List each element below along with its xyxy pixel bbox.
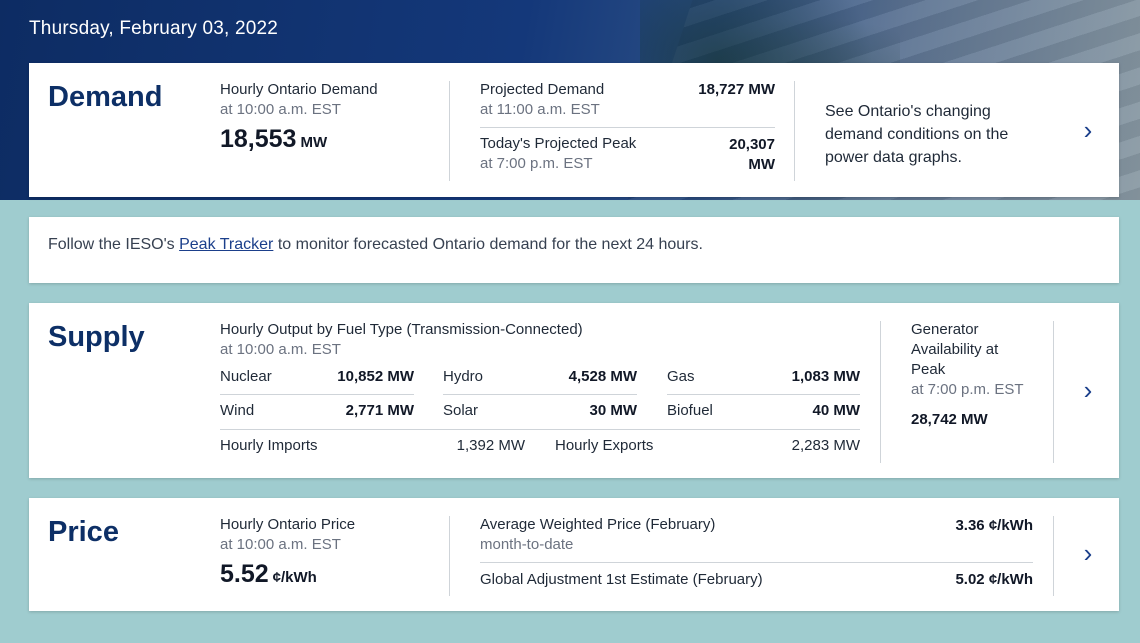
generator-availability-label: Generator Availability at Peak <box>911 320 998 380</box>
demand-divider-1 <box>449 81 450 181</box>
supply-title: Supply <box>48 321 145 353</box>
fuel-value-nuclear: 10,852 MW <box>337 368 414 385</box>
price-divider-2 <box>1053 516 1054 596</box>
avg-weighted-price-sub: month-to-date <box>480 536 574 553</box>
supply-divider-1 <box>880 321 881 463</box>
projected-peak-unit: MW <box>748 156 775 173</box>
global-adjustment-label: Global Adjustment 1st Estimate (February… <box>480 571 763 588</box>
generator-availability-line-1: Generator <box>911 321 979 338</box>
hourly-demand-unit: MW <box>300 134 328 151</box>
global-adjustment-value: 5.02 ¢/kWh <box>955 571 1033 588</box>
projected-demand-label: Projected Demand <box>480 81 605 98</box>
hourly-exports-value: 2,283 MW <box>791 437 860 454</box>
fuel-name-biofuel: Biofuel <box>667 402 713 419</box>
generator-availability-value: 28,742 MW <box>911 411 988 428</box>
fuel-row-divider-3 <box>667 394 860 395</box>
fuel-value-wind: 2,771 MW <box>345 402 414 419</box>
demand-row-divider <box>480 127 775 128</box>
current-date: Thursday, February 03, 2022 <box>29 18 279 39</box>
hourly-price-label: Hourly Ontario Price <box>220 516 356 533</box>
demand-card: Demand Hourly Ontario Demand at 10:00 a.… <box>29 63 1119 197</box>
supply-chevron-right-icon[interactable]: › <box>1083 375 1093 405</box>
avg-weighted-price-label: Average Weighted Price (February) <box>480 516 716 533</box>
projected-peak-label: Today's Projected Peak <box>480 135 637 152</box>
avg-weighted-price-value: 3.36 ¢/kWh <box>955 517 1033 534</box>
fuel-name-hydro: Hydro <box>443 368 484 385</box>
projected-demand-value: 18,727 MW <box>698 81 775 98</box>
notice-prefix: Follow the IESO's <box>48 236 175 253</box>
price-row-divider <box>480 562 1033 563</box>
demand-chevron-right-icon[interactable]: › <box>1083 115 1093 145</box>
hourly-demand-label: Hourly Ontario Demand <box>220 81 378 98</box>
supply-card: Supply Hourly Output by Fuel Type (Trans… <box>29 303 1119 478</box>
demand-graphs-text: See Ontario's changing demand conditions… <box>825 103 1009 166</box>
projected-peak-value: 20,307 MW <box>649 135 775 175</box>
notice-text: Follow the IESO's Peak Tracker to monito… <box>48 236 703 254</box>
fuel-name-nuclear: Nuclear <box>220 368 272 385</box>
fuel-name-wind: Wind <box>220 402 255 419</box>
projected-peak-number: 20,307 <box>729 136 775 153</box>
hourly-demand-value: 18,553 MW <box>220 125 327 154</box>
fuel-value-hydro: 4,528 MW <box>568 368 637 385</box>
hourly-demand-time: at 10:00 a.m. EST <box>220 101 341 118</box>
hourly-imports-value: 1,392 MW <box>456 437 525 454</box>
hourly-demand-number: 18,553 <box>220 125 297 153</box>
price-chevron-right-icon[interactable]: › <box>1083 538 1093 568</box>
hourly-imports-label: Hourly Imports <box>220 437 318 454</box>
peak-tracker-notice: Follow the IESO's Peak Tracker to monito… <box>29 217 1119 283</box>
hourly-price-time: at 10:00 a.m. EST <box>220 536 341 553</box>
supply-divider-2 <box>1053 321 1054 463</box>
fuel-value-biofuel: 40 MW <box>812 402 860 419</box>
price-card: Price Hourly Ontario Price at 10:00 a.m.… <box>29 498 1119 611</box>
fuel-name-solar: Solar <box>443 402 479 419</box>
fuel-row-divider-1 <box>220 394 414 395</box>
hourly-exports-label: Hourly Exports <box>555 437 654 454</box>
fuel-row-divider-4 <box>220 429 860 430</box>
hourly-price-unit: ¢/kWh <box>272 569 317 586</box>
generator-availability-time: at 7:00 p.m. EST <box>911 381 1024 398</box>
peak-tracker-link[interactable]: Peak Tracker <box>179 236 274 253</box>
fuel-name-gas: Gas <box>667 368 695 385</box>
demand-title: Demand <box>48 81 163 113</box>
hourly-price-number: 5.52 <box>220 560 269 588</box>
demand-divider-2 <box>794 81 795 181</box>
notice-suffix: to monitor forecasted Ontario demand for… <box>277 236 703 253</box>
projected-demand-time: at 11:00 a.m. EST <box>480 101 600 118</box>
fuel-value-gas: 1,083 MW <box>791 368 860 385</box>
hourly-price-value: 5.52 ¢/kWh <box>220 560 317 589</box>
price-divider-1 <box>449 516 450 596</box>
generator-availability-line-2: Availability at <box>911 341 999 358</box>
fuel-row-divider-2 <box>443 394 637 395</box>
projected-peak-time: at 7:00 p.m. EST <box>480 155 593 172</box>
fuel-value-solar: 30 MW <box>589 402 637 419</box>
hourly-output-time: at 10:00 a.m. EST <box>220 341 341 358</box>
generator-availability-line-3: Peak <box>911 361 946 378</box>
price-title: Price <box>48 516 119 548</box>
hourly-output-label: Hourly Output by Fuel Type (Transmission… <box>220 321 583 338</box>
